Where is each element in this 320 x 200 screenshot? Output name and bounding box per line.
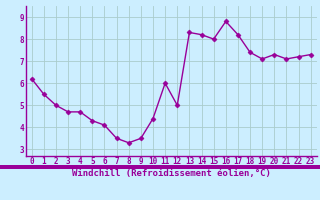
X-axis label: Windchill (Refroidissement éolien,°C): Windchill (Refroidissement éolien,°C) (72, 169, 271, 178)
